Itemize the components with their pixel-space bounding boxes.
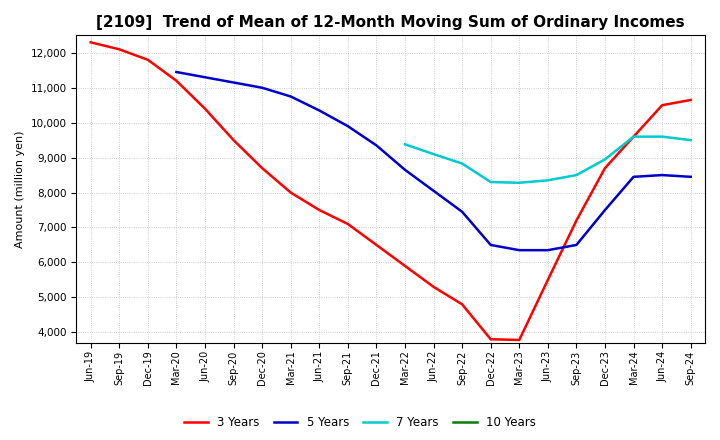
3 Years — [600, 165, 609, 171]
3 Years — [429, 284, 438, 290]
Line: 3 Years: 3 Years — [91, 42, 690, 340]
5 Years — [686, 174, 695, 180]
7 Years — [629, 134, 638, 139]
Y-axis label: Amount (million yen): Amount (million yen) — [15, 130, 25, 248]
5 Years — [343, 124, 352, 129]
5 Years — [572, 242, 581, 248]
7 Years — [400, 142, 409, 147]
3 Years — [287, 190, 295, 195]
7 Years — [544, 178, 552, 183]
3 Years — [343, 221, 352, 227]
3 Years — [658, 103, 667, 108]
3 Years — [315, 207, 323, 213]
3 Years — [86, 40, 95, 45]
7 Years — [487, 180, 495, 185]
5 Years — [172, 70, 181, 75]
7 Years — [686, 137, 695, 143]
5 Years — [487, 242, 495, 248]
3 Years — [201, 106, 210, 111]
7 Years — [429, 151, 438, 157]
5 Years — [600, 207, 609, 213]
3 Years — [572, 218, 581, 223]
7 Years — [458, 161, 467, 166]
3 Years — [515, 337, 523, 343]
3 Years — [400, 263, 409, 268]
3 Years — [487, 337, 495, 342]
5 Years — [201, 75, 210, 80]
5 Years — [429, 188, 438, 194]
5 Years — [458, 209, 467, 214]
3 Years — [458, 302, 467, 307]
Line: 7 Years: 7 Years — [405, 137, 690, 183]
7 Years — [658, 134, 667, 139]
7 Years — [515, 180, 523, 185]
7 Years — [600, 157, 609, 162]
5 Years — [629, 174, 638, 180]
5 Years — [515, 248, 523, 253]
3 Years — [115, 47, 124, 52]
5 Years — [372, 143, 381, 148]
3 Years — [143, 57, 152, 62]
3 Years — [544, 277, 552, 282]
3 Years — [372, 242, 381, 248]
5 Years — [287, 94, 295, 99]
5 Years — [544, 248, 552, 253]
5 Years — [658, 172, 667, 178]
3 Years — [258, 165, 266, 171]
3 Years — [629, 134, 638, 139]
Title: [2109]  Trend of Mean of 12-Month Moving Sum of Ordinary Incomes: [2109] Trend of Mean of 12-Month Moving … — [96, 15, 685, 30]
5 Years — [258, 85, 266, 90]
7 Years — [572, 172, 581, 178]
3 Years — [229, 137, 238, 143]
5 Years — [315, 108, 323, 113]
3 Years — [172, 78, 181, 84]
5 Years — [400, 167, 409, 172]
Legend: 3 Years, 5 Years, 7 Years, 10 Years: 3 Years, 5 Years, 7 Years, 10 Years — [179, 412, 541, 434]
5 Years — [229, 80, 238, 85]
3 Years — [686, 97, 695, 103]
Line: 5 Years: 5 Years — [176, 72, 690, 250]
